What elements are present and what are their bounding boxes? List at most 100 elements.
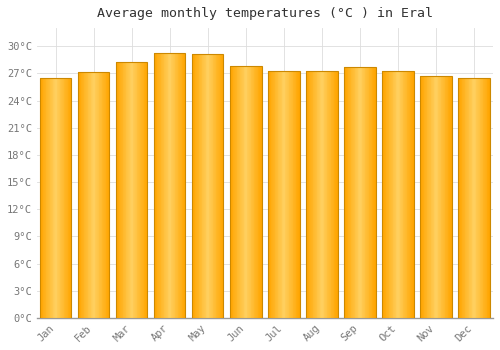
Bar (440, 76, 442, 318)
Bar (230, 66, 262, 318)
Bar (144, 62, 145, 318)
Bar (200, 54, 201, 318)
Bar (130, 62, 131, 318)
Bar (46, 78, 47, 318)
Bar (391, 71, 392, 318)
Bar (98, 71, 100, 318)
Bar (447, 76, 448, 318)
Bar (344, 67, 345, 318)
Bar (207, 54, 208, 318)
Bar (254, 66, 256, 318)
Bar (397, 71, 398, 318)
Bar (306, 71, 338, 318)
Bar (208, 54, 210, 318)
Bar (250, 66, 252, 318)
Bar (215, 54, 216, 318)
Bar (131, 62, 132, 318)
Bar (56, 78, 58, 318)
Bar (94, 71, 96, 318)
Bar (136, 62, 138, 318)
Bar (278, 71, 280, 318)
Bar (482, 78, 484, 318)
Bar (392, 71, 394, 318)
Bar (135, 62, 136, 318)
Bar (443, 76, 444, 318)
Bar (421, 76, 422, 318)
Bar (90, 71, 92, 318)
Bar (164, 52, 165, 318)
Bar (234, 66, 235, 318)
Bar (156, 52, 158, 318)
Bar (434, 76, 435, 318)
Bar (442, 76, 443, 318)
Bar (221, 54, 222, 318)
Bar (405, 71, 406, 318)
Bar (248, 66, 249, 318)
Bar (52, 78, 54, 318)
Bar (236, 66, 238, 318)
Bar (444, 76, 446, 318)
Bar (230, 66, 231, 318)
Bar (409, 71, 410, 318)
Bar (219, 54, 220, 318)
Bar (78, 71, 110, 318)
Bar (489, 78, 490, 318)
Bar (249, 66, 250, 318)
Bar (307, 71, 308, 318)
Bar (205, 54, 206, 318)
Bar (268, 71, 269, 318)
Bar (159, 52, 160, 318)
Bar (413, 71, 414, 318)
Bar (291, 71, 292, 318)
Bar (373, 67, 374, 318)
Bar (89, 71, 90, 318)
Bar (367, 67, 368, 318)
Bar (394, 71, 395, 318)
Bar (126, 62, 127, 318)
Bar (51, 78, 52, 318)
Bar (212, 54, 214, 318)
Bar (270, 71, 272, 318)
Bar (463, 78, 464, 318)
Bar (116, 62, 117, 318)
Bar (192, 54, 193, 318)
Bar (83, 71, 84, 318)
Bar (353, 67, 354, 318)
Bar (430, 76, 432, 318)
Bar (177, 52, 178, 318)
Bar (174, 52, 176, 318)
Bar (239, 66, 240, 318)
Bar (269, 71, 270, 318)
Bar (245, 66, 246, 318)
Bar (218, 54, 219, 318)
Bar (472, 78, 474, 318)
Bar (246, 66, 248, 318)
Bar (194, 54, 196, 318)
Bar (314, 71, 315, 318)
Bar (58, 78, 59, 318)
Bar (232, 66, 234, 318)
Bar (432, 76, 433, 318)
Bar (268, 71, 300, 318)
Bar (257, 66, 258, 318)
Bar (467, 78, 468, 318)
Bar (368, 67, 370, 318)
Bar (477, 78, 478, 318)
Bar (306, 71, 307, 318)
Bar (240, 66, 241, 318)
Bar (324, 71, 325, 318)
Bar (460, 78, 461, 318)
Bar (436, 76, 437, 318)
Bar (231, 66, 232, 318)
Bar (295, 71, 296, 318)
Bar (93, 71, 94, 318)
Bar (158, 52, 159, 318)
Bar (458, 78, 490, 318)
Bar (387, 71, 388, 318)
Bar (337, 71, 338, 318)
Bar (259, 66, 260, 318)
Bar (468, 78, 469, 318)
Bar (172, 52, 173, 318)
Bar (404, 71, 405, 318)
Bar (54, 78, 55, 318)
